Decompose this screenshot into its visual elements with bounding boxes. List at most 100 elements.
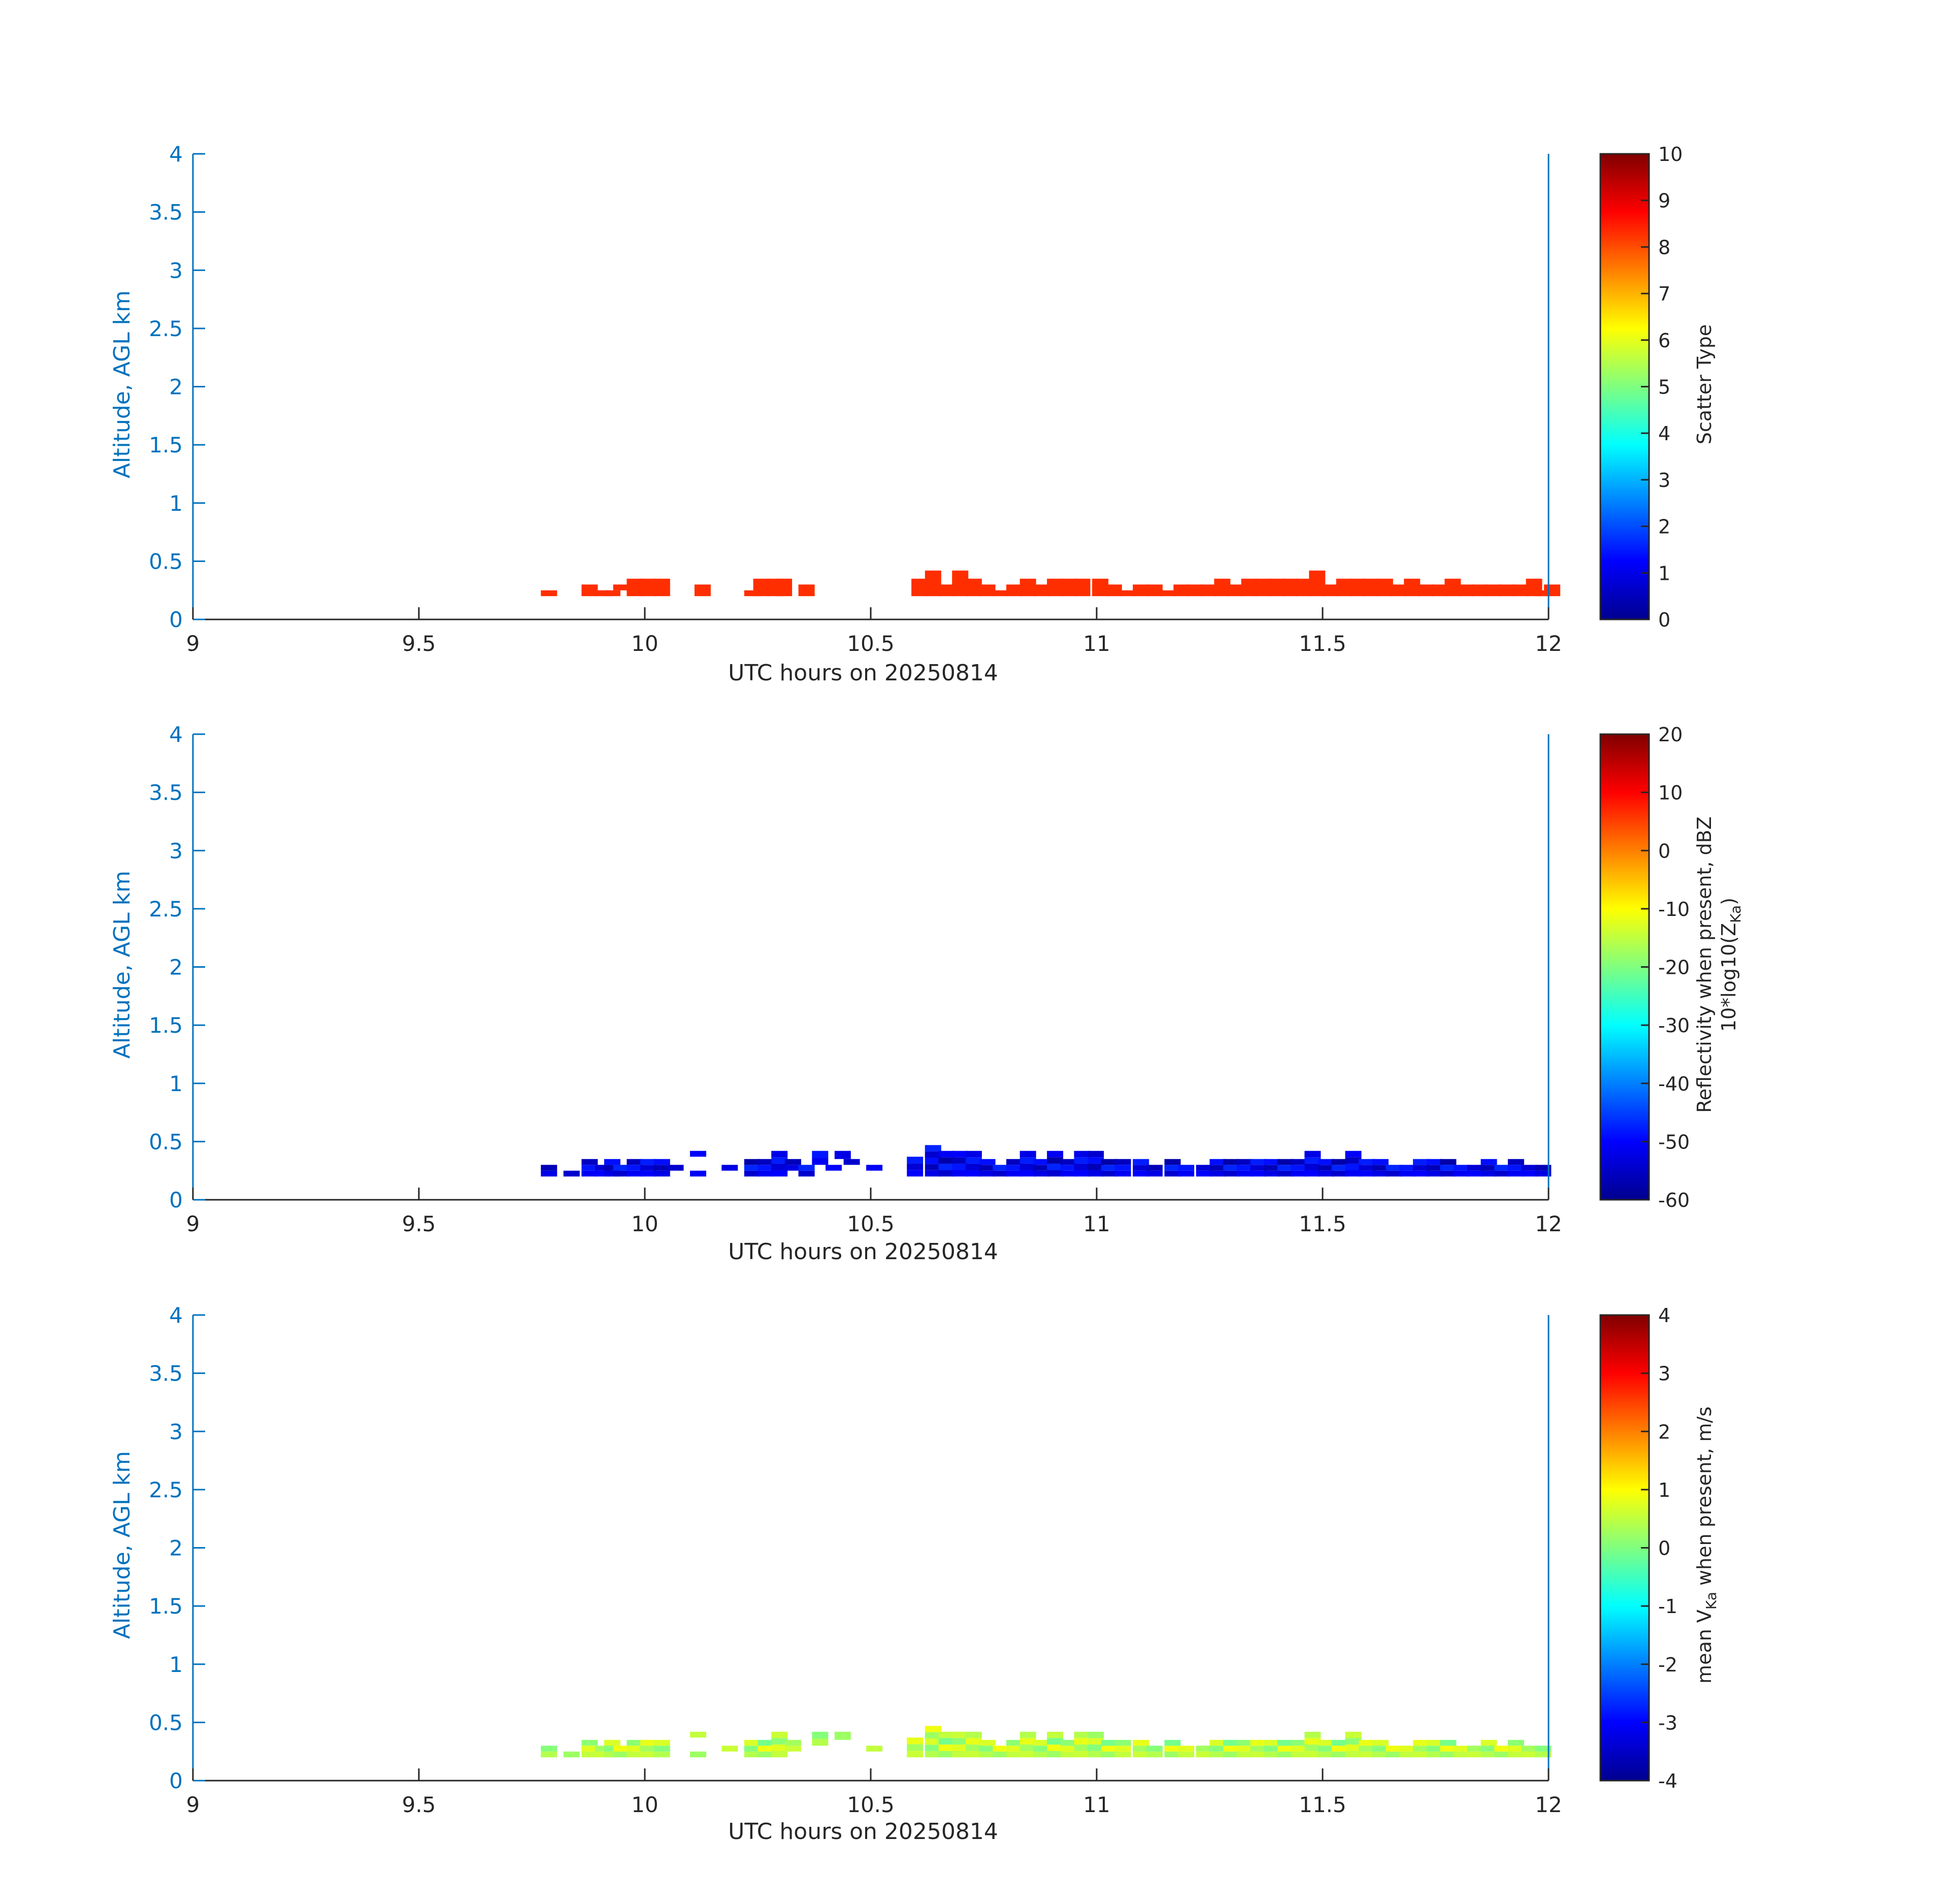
heatmap-cell: [784, 1746, 801, 1752]
heatmap-cell: [1480, 1159, 1497, 1165]
heatmap-cell: [1101, 1746, 1117, 1752]
heatmap-cell: [758, 1751, 774, 1758]
axes: 00.511.522.533.549 9.5 10 10.5 11 11.5 12: [149, 722, 1562, 1236]
heatmap-cell: [541, 1170, 557, 1177]
heatmap-cell: [925, 1170, 941, 1177]
y-tick-label: 3: [169, 258, 183, 283]
heatmap-cell: [1060, 1170, 1077, 1177]
heatmap-cell: [866, 1746, 883, 1752]
heatmap-cell: [1223, 1739, 1240, 1746]
y-tick-label: 3: [169, 1419, 183, 1444]
heatmap-cell: [1047, 1163, 1064, 1170]
heatmap-cell: [744, 1751, 761, 1758]
heatmap-cell: [1304, 1731, 1321, 1738]
colorbar-tick-label: 20: [1658, 724, 1683, 746]
heatmap-cell: [1454, 1746, 1470, 1752]
heatmap-cell: [1006, 1739, 1023, 1746]
heatmap-cell: [1006, 1170, 1023, 1177]
x-tick-label: 9.5: [402, 631, 436, 656]
heatmap-cell: [653, 1739, 670, 1746]
heatmap-cell: [1309, 570, 1326, 597]
x-tick-label: 11.5: [1299, 631, 1346, 656]
y-tick-label: 2.5: [149, 316, 183, 341]
heatmap-cell: [1019, 1170, 1036, 1177]
heatmap-cell: [925, 570, 941, 597]
colorbar: -4 -3 -2 -1 0 1 2 3 4: [1599, 1304, 1677, 1792]
heatmap-cell: [1178, 1746, 1195, 1752]
heatmap-cell: [938, 1731, 955, 1738]
heatmap-cell: [1318, 1159, 1335, 1165]
heatmap-cell: [925, 1745, 941, 1751]
y-tick-label: 2: [169, 1536, 183, 1561]
heatmap-cell: [1318, 1165, 1335, 1171]
heatmap-cell: [1480, 1746, 1497, 1752]
heatmap-cell: [1331, 1165, 1348, 1171]
heatmap-cell: [1133, 1159, 1149, 1165]
colorbar-tick-label: -1: [1658, 1595, 1677, 1618]
heatmap-cell: [541, 1165, 557, 1171]
heatmap-cell: [1359, 1165, 1375, 1171]
heatmap-cell: [1413, 1751, 1429, 1758]
heatmap-cell: [1359, 1159, 1375, 1165]
heatmap-cell: [1033, 1751, 1050, 1758]
heatmap-cell: [1047, 1751, 1064, 1758]
x-axis-label: UTC hours on 20250814: [728, 1819, 998, 1845]
heatmap-cell: [1101, 1165, 1117, 1171]
heatmap-cell: [834, 1151, 851, 1159]
heatmap-cell: [1074, 1751, 1091, 1758]
heatmap-cell: [812, 1158, 829, 1165]
heatmap-cell: [581, 1159, 598, 1165]
heatmap-cell: [604, 1159, 620, 1165]
heatmap-cell: [925, 1164, 941, 1170]
heatmap-cell: [1200, 584, 1217, 597]
heatmap-cell: [952, 1170, 969, 1177]
heatmap-cell: [1277, 1170, 1294, 1177]
heatmap-cell: [1236, 1159, 1253, 1165]
heatmap-cell: [1173, 584, 1190, 597]
heatmap-cell: [640, 1165, 657, 1171]
heatmap-cell: [1060, 1746, 1077, 1752]
heatmap-cell: [1535, 1165, 1552, 1171]
heatmap-cell: [758, 1739, 774, 1746]
heatmap-cell: [1507, 1751, 1524, 1758]
heatmap-cell: [1386, 1165, 1402, 1171]
heatmap-cell: [965, 1157, 982, 1164]
heatmap-cell: [1047, 1731, 1064, 1738]
heatmap-cell: [1304, 1744, 1321, 1751]
heatmap-cell: [1133, 1165, 1149, 1171]
heatmap-cell: [1101, 1159, 1117, 1165]
heatmap-cell: [1440, 1739, 1457, 1746]
heatmap-cell: [1160, 590, 1176, 597]
heatmap-cell: [1304, 1151, 1321, 1158]
heatmap-cell: [1268, 578, 1285, 597]
heatmap-cell: [1033, 1739, 1050, 1746]
heatmap-cell: [771, 1170, 788, 1177]
heatmap-cell: [979, 584, 996, 597]
heatmap-cell: [952, 1151, 969, 1158]
heatmap-cell: [563, 1751, 580, 1758]
heatmap-cell: [721, 1746, 738, 1752]
x-tick-label: 12: [1535, 1211, 1562, 1236]
heatmap-cell: [1047, 1170, 1064, 1177]
heatmap-cell: [1440, 1165, 1457, 1171]
heatmap-cell: [563, 1170, 580, 1177]
colorbar-tick-label: -2: [1658, 1654, 1677, 1676]
colorbar-label-main: mean V: [1693, 1610, 1716, 1684]
heatmap-cell: [979, 1751, 996, 1758]
heatmap-cell: [1264, 1165, 1280, 1171]
heatmap-cell: [965, 1738, 982, 1745]
colorbar-label: Reflectivity when present, dBZ: [1693, 816, 1716, 1113]
heatmap-cell: [613, 1170, 630, 1177]
y-axis-label: Altitude, AGL km: [109, 871, 135, 1059]
heatmap-cell: [1223, 1159, 1240, 1165]
heatmap-cell: [1304, 1170, 1321, 1177]
heatmap-cell: [925, 1145, 941, 1152]
heatmap-cell: [1331, 1746, 1348, 1752]
heatmap-cell: [1521, 1165, 1538, 1171]
heatmap-cell: [1345, 1157, 1362, 1164]
heatmap-cell: [925, 1158, 941, 1164]
colorbar-label: Scatter Type: [1693, 324, 1716, 444]
heatmap-cell: [1047, 1151, 1064, 1158]
heatmap-cell: [965, 1163, 982, 1170]
heatmap-cell: [1164, 1746, 1181, 1752]
